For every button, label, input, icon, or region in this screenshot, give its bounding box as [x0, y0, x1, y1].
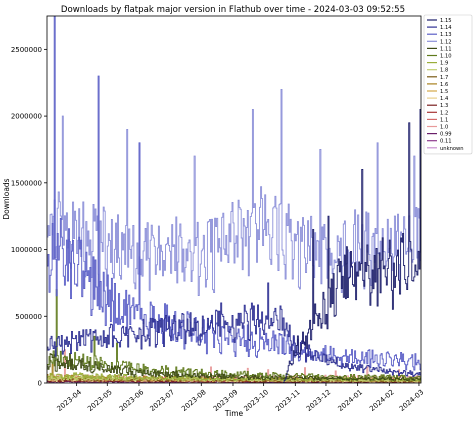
chart-title: Downloads by flatpak major version in Fl… — [61, 5, 405, 15]
x-tick-label: 2023-07 — [149, 388, 177, 413]
series-line-1-11 — [47, 353, 421, 382]
legend-entry: 1.14 — [440, 25, 452, 31]
x-tick-label: 2024-03 — [398, 388, 426, 413]
legend-entry: 1.12 — [440, 39, 452, 45]
series-line-1-13 — [47, 16, 421, 371]
x-tick-label: 2023-10 — [243, 388, 271, 413]
y-tick-label: 500000 — [15, 313, 42, 321]
legend-entry: 1.8 — [440, 68, 448, 74]
y-tick-label: 1500000 — [11, 179, 42, 187]
legend-entry: 1.7 — [440, 75, 448, 81]
x-tick-label: 2023-05 — [86, 388, 114, 413]
legend-entry: 1.13 — [440, 32, 452, 38]
y-axis: 0 500000 1000000 1500000 2000000 2500000 — [11, 46, 47, 388]
legend-entry: 1.4 — [440, 96, 449, 102]
y-tick-label: 1000000 — [11, 246, 42, 254]
y-tick-label: 2000000 — [11, 113, 42, 121]
y-axis-label: Downloads — [2, 178, 11, 219]
legend-entry: 0.99 — [440, 132, 452, 138]
legend-entry: unknown — [440, 146, 464, 152]
legend-entry: 1.0 — [440, 125, 448, 131]
series-line-1-14 — [47, 282, 421, 378]
series-line-1-15 — [283, 108, 421, 383]
legend-entry: 1.5 — [440, 89, 448, 95]
legend-entry: 1.15 — [440, 18, 452, 24]
x-tick-label: 2023-08 — [180, 388, 208, 413]
legend-entry: 1.3 — [440, 103, 448, 109]
legend-entry: 1.10 — [440, 54, 452, 60]
x-tick-label: 2023-04 — [56, 388, 84, 413]
x-tick-label: 2024-02 — [368, 388, 396, 413]
x-tick-label: 2023-11 — [274, 388, 302, 413]
series-line-1-7 — [47, 376, 421, 383]
y-tick-label: 0 — [38, 380, 42, 388]
legend-entry: 1.6 — [440, 82, 448, 88]
legend-entry: 1.9 — [440, 61, 448, 67]
x-tick-label: 2023-12 — [305, 388, 333, 413]
series-line-1-3 — [47, 379, 421, 383]
x-axis-label: Time — [224, 409, 244, 418]
x-tick-label: 2024-01 — [337, 388, 365, 413]
series-layer — [47, 16, 421, 383]
series-line-1-12 — [47, 88, 421, 296]
x-tick-label: 2023-06 — [118, 388, 146, 413]
y-tick-label: 2500000 — [11, 46, 42, 54]
legend-entry: 1.11 — [440, 46, 452, 52]
legend-entry: 1.2 — [440, 110, 448, 116]
plot-frame — [46, 15, 422, 384]
legend: 1.151.141.131.121.111.101.91.81.71.61.51… — [423, 14, 473, 155]
legend-entry: 0.11 — [440, 139, 452, 145]
legend-entry: 1.1 — [440, 117, 448, 123]
